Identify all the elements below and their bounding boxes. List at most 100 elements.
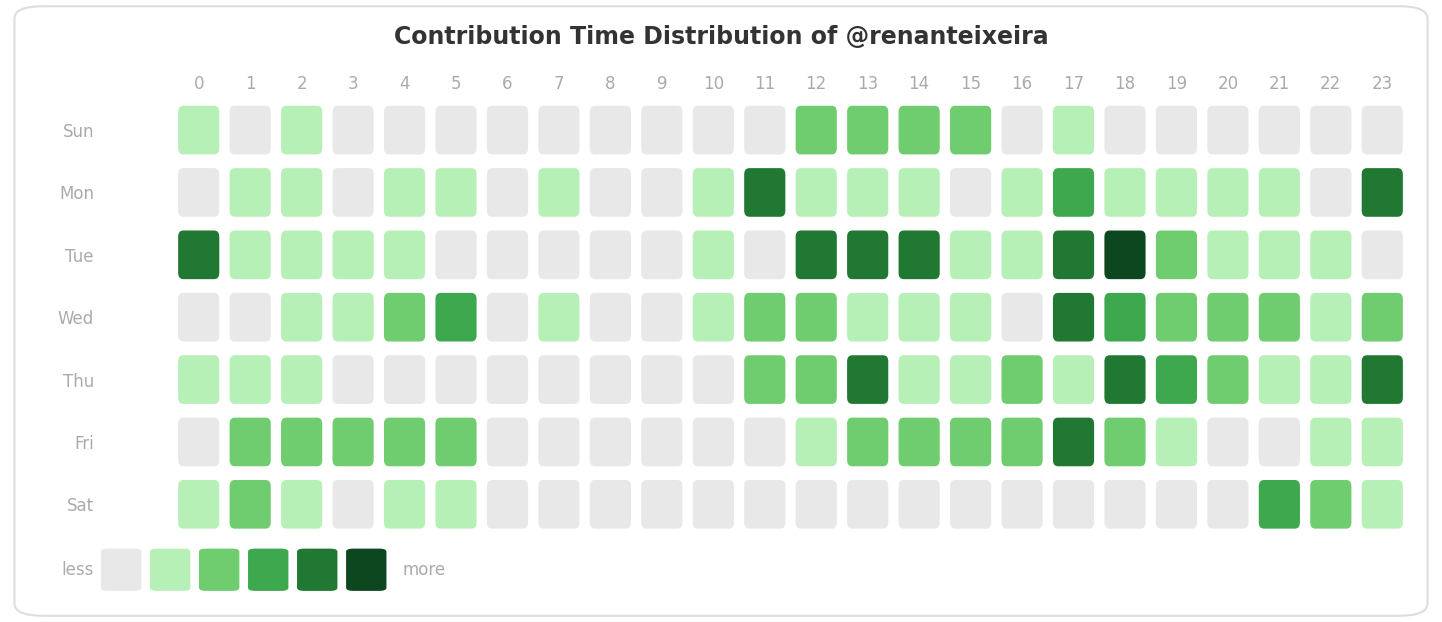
FancyBboxPatch shape	[1156, 231, 1197, 279]
FancyBboxPatch shape	[487, 480, 528, 529]
FancyBboxPatch shape	[1311, 355, 1351, 404]
FancyBboxPatch shape	[950, 293, 991, 341]
FancyBboxPatch shape	[1207, 231, 1249, 279]
FancyBboxPatch shape	[1361, 417, 1403, 466]
FancyBboxPatch shape	[333, 293, 373, 341]
FancyBboxPatch shape	[898, 293, 940, 341]
FancyBboxPatch shape	[229, 231, 271, 279]
FancyBboxPatch shape	[281, 293, 322, 341]
FancyBboxPatch shape	[1311, 168, 1351, 217]
FancyBboxPatch shape	[1156, 168, 1197, 217]
FancyBboxPatch shape	[1311, 293, 1351, 341]
FancyBboxPatch shape	[846, 355, 888, 404]
FancyBboxPatch shape	[1105, 480, 1145, 529]
FancyBboxPatch shape	[487, 417, 528, 466]
FancyBboxPatch shape	[487, 106, 528, 154]
FancyBboxPatch shape	[1002, 355, 1043, 404]
FancyBboxPatch shape	[692, 417, 734, 466]
FancyBboxPatch shape	[642, 106, 682, 154]
FancyBboxPatch shape	[590, 231, 632, 279]
FancyBboxPatch shape	[642, 480, 682, 529]
FancyBboxPatch shape	[1311, 480, 1351, 529]
FancyBboxPatch shape	[179, 293, 219, 341]
FancyBboxPatch shape	[898, 417, 940, 466]
FancyBboxPatch shape	[384, 355, 425, 404]
FancyBboxPatch shape	[744, 168, 786, 217]
FancyBboxPatch shape	[898, 480, 940, 529]
FancyBboxPatch shape	[796, 355, 836, 404]
FancyBboxPatch shape	[1311, 417, 1351, 466]
FancyBboxPatch shape	[384, 293, 425, 341]
FancyBboxPatch shape	[1002, 293, 1043, 341]
FancyBboxPatch shape	[1002, 231, 1043, 279]
FancyBboxPatch shape	[281, 417, 322, 466]
FancyBboxPatch shape	[1259, 293, 1299, 341]
FancyBboxPatch shape	[435, 168, 477, 217]
FancyBboxPatch shape	[1156, 106, 1197, 154]
FancyBboxPatch shape	[229, 168, 271, 217]
FancyBboxPatch shape	[1002, 417, 1043, 466]
FancyBboxPatch shape	[692, 231, 734, 279]
FancyBboxPatch shape	[846, 480, 888, 529]
FancyBboxPatch shape	[846, 293, 888, 341]
FancyBboxPatch shape	[1002, 106, 1043, 154]
FancyBboxPatch shape	[538, 355, 580, 404]
FancyBboxPatch shape	[1361, 480, 1403, 529]
FancyBboxPatch shape	[1207, 293, 1249, 341]
FancyBboxPatch shape	[281, 106, 322, 154]
FancyBboxPatch shape	[642, 293, 682, 341]
Text: more: more	[402, 561, 446, 578]
FancyBboxPatch shape	[590, 168, 632, 217]
FancyBboxPatch shape	[1053, 417, 1094, 466]
FancyBboxPatch shape	[950, 480, 991, 529]
FancyBboxPatch shape	[692, 293, 734, 341]
FancyBboxPatch shape	[281, 168, 322, 217]
FancyBboxPatch shape	[384, 231, 425, 279]
FancyBboxPatch shape	[384, 168, 425, 217]
FancyBboxPatch shape	[846, 106, 888, 154]
FancyBboxPatch shape	[1311, 106, 1351, 154]
FancyBboxPatch shape	[229, 293, 271, 341]
FancyBboxPatch shape	[1053, 231, 1094, 279]
FancyBboxPatch shape	[590, 417, 632, 466]
FancyBboxPatch shape	[950, 231, 991, 279]
FancyBboxPatch shape	[1105, 106, 1145, 154]
FancyBboxPatch shape	[229, 355, 271, 404]
FancyBboxPatch shape	[281, 355, 322, 404]
FancyBboxPatch shape	[1207, 106, 1249, 154]
FancyBboxPatch shape	[744, 106, 786, 154]
FancyBboxPatch shape	[1259, 231, 1299, 279]
FancyBboxPatch shape	[538, 106, 580, 154]
FancyBboxPatch shape	[229, 480, 271, 529]
FancyBboxPatch shape	[642, 417, 682, 466]
Text: less: less	[62, 561, 94, 578]
FancyBboxPatch shape	[846, 231, 888, 279]
FancyBboxPatch shape	[1361, 168, 1403, 217]
FancyBboxPatch shape	[1361, 231, 1403, 279]
FancyBboxPatch shape	[1259, 355, 1299, 404]
FancyBboxPatch shape	[538, 293, 580, 341]
FancyBboxPatch shape	[538, 417, 580, 466]
FancyBboxPatch shape	[950, 417, 991, 466]
FancyBboxPatch shape	[796, 480, 836, 529]
FancyBboxPatch shape	[950, 106, 991, 154]
FancyBboxPatch shape	[281, 480, 322, 529]
FancyBboxPatch shape	[744, 293, 786, 341]
FancyBboxPatch shape	[1105, 293, 1145, 341]
FancyBboxPatch shape	[590, 355, 632, 404]
FancyBboxPatch shape	[1053, 355, 1094, 404]
FancyBboxPatch shape	[179, 355, 219, 404]
FancyBboxPatch shape	[692, 168, 734, 217]
FancyBboxPatch shape	[1053, 293, 1094, 341]
FancyBboxPatch shape	[487, 355, 528, 404]
FancyBboxPatch shape	[435, 417, 477, 466]
FancyBboxPatch shape	[333, 417, 373, 466]
FancyBboxPatch shape	[692, 480, 734, 529]
FancyBboxPatch shape	[898, 355, 940, 404]
FancyBboxPatch shape	[796, 231, 836, 279]
FancyBboxPatch shape	[796, 168, 836, 217]
FancyBboxPatch shape	[435, 293, 477, 341]
FancyBboxPatch shape	[1311, 231, 1351, 279]
FancyBboxPatch shape	[435, 231, 477, 279]
FancyBboxPatch shape	[950, 355, 991, 404]
